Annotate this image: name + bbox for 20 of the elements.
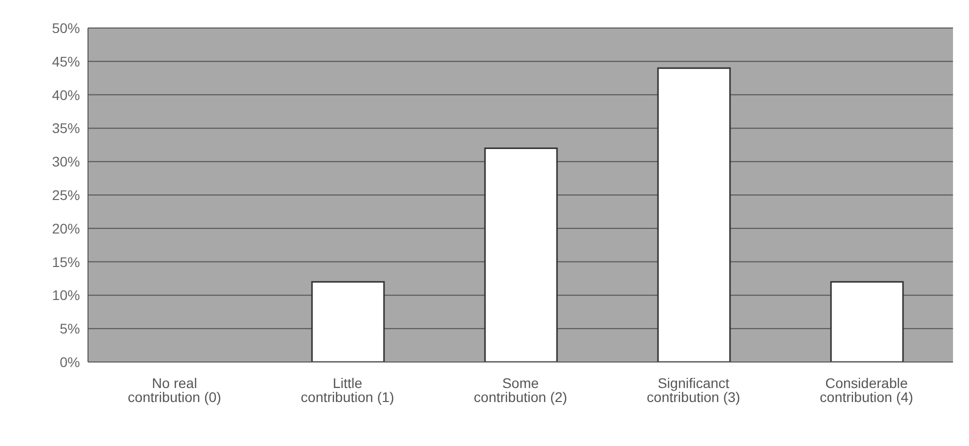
y-tick-label: 30%: [52, 154, 80, 170]
y-tick-label: 50%: [52, 20, 80, 36]
x-tick-label: Some contribution (2): [474, 374, 568, 405]
bar: [657, 67, 731, 362]
y-tick-label: 15%: [52, 254, 80, 270]
x-tick-label: Considerable contribution (4): [820, 374, 914, 405]
y-tick-label: 40%: [52, 86, 80, 103]
y-tick-label: 0%: [60, 354, 80, 370]
y-tick-label: 25%: [52, 186, 80, 203]
x-tick-label: No real contribution (0): [128, 374, 222, 405]
y-tick-label: 20%: [52, 220, 80, 236]
bar: [311, 281, 385, 362]
bar: [484, 147, 558, 362]
bar: [830, 281, 904, 362]
y-tick-label: 35%: [52, 120, 80, 136]
y-tick-label: 10%: [52, 287, 80, 304]
x-tick-label: Significanct contribution (3): [646, 374, 740, 405]
y-tick-label: 5%: [60, 320, 80, 337]
x-tick-label: Little contribution (1): [300, 374, 394, 405]
y-tick-label: 45%: [52, 53, 80, 70]
